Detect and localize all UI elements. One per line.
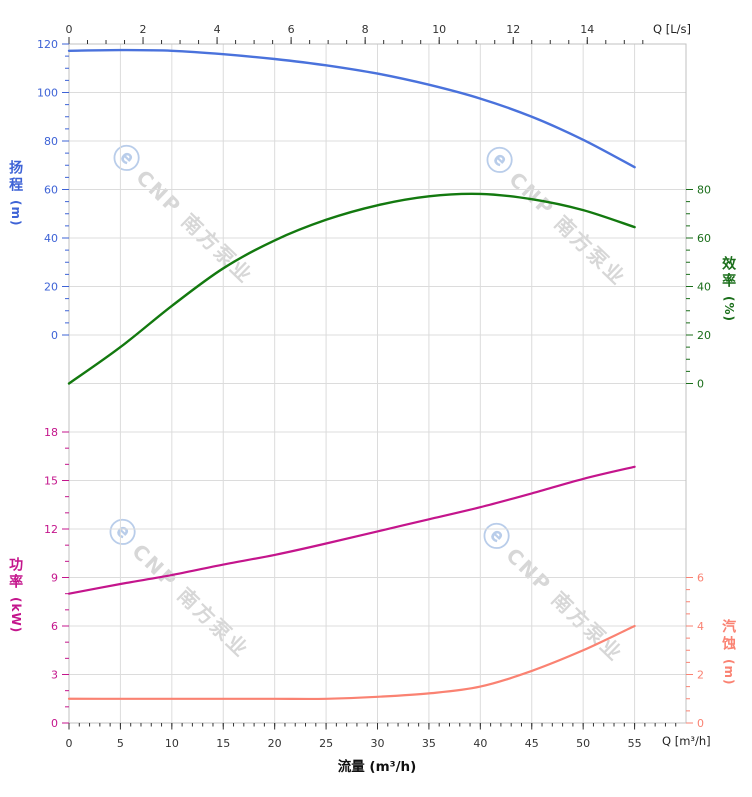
head-axis-tick-label: 80 (44, 135, 58, 148)
efficiency-axis-tick-labels: 80 60 40 20 0 (697, 184, 711, 391)
power-axis-tick-label: 12 (44, 523, 58, 536)
head-axis-tick-label: 100 (37, 87, 58, 100)
power-axis-tick-label: 0 (51, 717, 58, 730)
power-axis-tick-label: 18 (44, 426, 58, 439)
npsh-axis-unit-text: (m) (721, 659, 736, 686)
head-axis-title-text: 扬程 (7, 160, 24, 194)
bottom-axis-tick-label: 35 (422, 737, 436, 750)
bottom-axis-tick-label: 55 (628, 737, 642, 750)
bottom-axis-tick-label: 20 (268, 737, 282, 750)
power-axis-tick-label: 9 (51, 572, 58, 585)
top-axis-tick-label: 8 (362, 23, 369, 36)
head-axis-tick-label: 120 (37, 38, 58, 51)
top-axis-tick-label: 6 (288, 23, 295, 36)
x-axis-title: 流量 (m³/h) (337, 759, 417, 775)
npsh-axis-tick-label: 0 (697, 717, 704, 730)
top-axis-tick-label: 4 (214, 23, 221, 36)
head-axis-tick-label: 60 (44, 184, 58, 197)
npsh-axis-title-text: 汽蚀 (720, 619, 737, 653)
efficiency-axis-tick-label: 80 (697, 184, 711, 197)
efficiency-axis-title: 效率 (%) (720, 256, 736, 322)
bottom-axis-tick-label: 5 (117, 737, 124, 750)
npsh-axis-tick-label: 2 (697, 669, 704, 682)
power-axis-ticks (62, 431, 69, 724)
top-axis-tick-label: 10 (432, 23, 446, 36)
power-axis-unit-text: (kW) (8, 597, 23, 634)
head-axis-title: 扬程 (m) (7, 160, 23, 226)
top-axis-tick-label: 12 (506, 23, 520, 36)
power-axis-tick-label: 6 (51, 620, 58, 633)
efficiency-axis-tick-label: 60 (697, 232, 711, 245)
power-axis-title: 功率 (kW) (7, 557, 23, 633)
x-axis-ticks (68, 37, 677, 730)
top-axis-tick-label: 0 (66, 23, 73, 36)
bottom-axis-tick-label: 25 (319, 737, 333, 750)
efficiency-axis-tick-label: 20 (697, 329, 711, 342)
top-axis-unit-label: Q [L/s] (653, 22, 691, 36)
head-curve (67, 48, 636, 169)
x-axis-tick-labels: 0 2 4 6 8 10 12 14 0 5 10 15 20 25 30 35 40 45 50 55 (66, 23, 642, 750)
efficiency-axis-ticks (686, 189, 693, 384)
head-axis-ticks (62, 43, 69, 336)
head-axis-tick-label: 40 (44, 232, 58, 245)
efficiency-axis-unit-text: (%) (721, 296, 736, 322)
bottom-axis-tick-label: 45 (525, 737, 539, 750)
head-axis-tick-label: 20 (44, 281, 58, 294)
power-axis-tick-label: 3 (51, 669, 58, 682)
head-axis-tick-label: 0 (51, 329, 58, 342)
power-axis-tick-label: 15 (44, 475, 58, 488)
npsh-axis-title: 汽蚀 (m) (720, 619, 736, 685)
npsh-axis-tick-labels: 6 4 2 0 (697, 572, 704, 731)
bottom-axis-tick-label: 50 (576, 737, 590, 750)
power-axis-title-text: 功率 (7, 557, 24, 591)
power-axis-tick-labels: 18 15 12 9 6 3 0 (44, 426, 58, 730)
head-axis-unit-text: (m) (8, 200, 23, 227)
bottom-axis-tick-label: 30 (371, 737, 385, 750)
efficiency-axis-tick-label: 40 (697, 281, 711, 294)
npsh-axis-tick-label: 4 (697, 620, 704, 633)
efficiency-axis-title-text: 效率 (720, 256, 737, 290)
curves (67, 48, 636, 701)
top-axis-tick-label: 2 (140, 23, 147, 36)
bottom-axis-unit-label: Q [m³/h] (662, 734, 711, 748)
bottom-axis-tick-label: 15 (216, 737, 230, 750)
power-curve (67, 465, 636, 595)
head-axis-tick-labels: 120 100 80 60 40 20 0 (37, 38, 58, 342)
top-axis-tick-label: 14 (580, 23, 594, 36)
bottom-axis-tick-label: 40 (473, 737, 487, 750)
npsh-axis-tick-label: 6 (697, 572, 704, 585)
npsh-curve (67, 624, 636, 701)
efficiency-axis-tick-label: 0 (697, 378, 704, 391)
bottom-axis-tick-label: 0 (66, 737, 73, 750)
npsh-axis-ticks (686, 577, 693, 724)
bottom-axis-tick-label: 10 (165, 737, 179, 750)
efficiency-curve (67, 192, 636, 385)
